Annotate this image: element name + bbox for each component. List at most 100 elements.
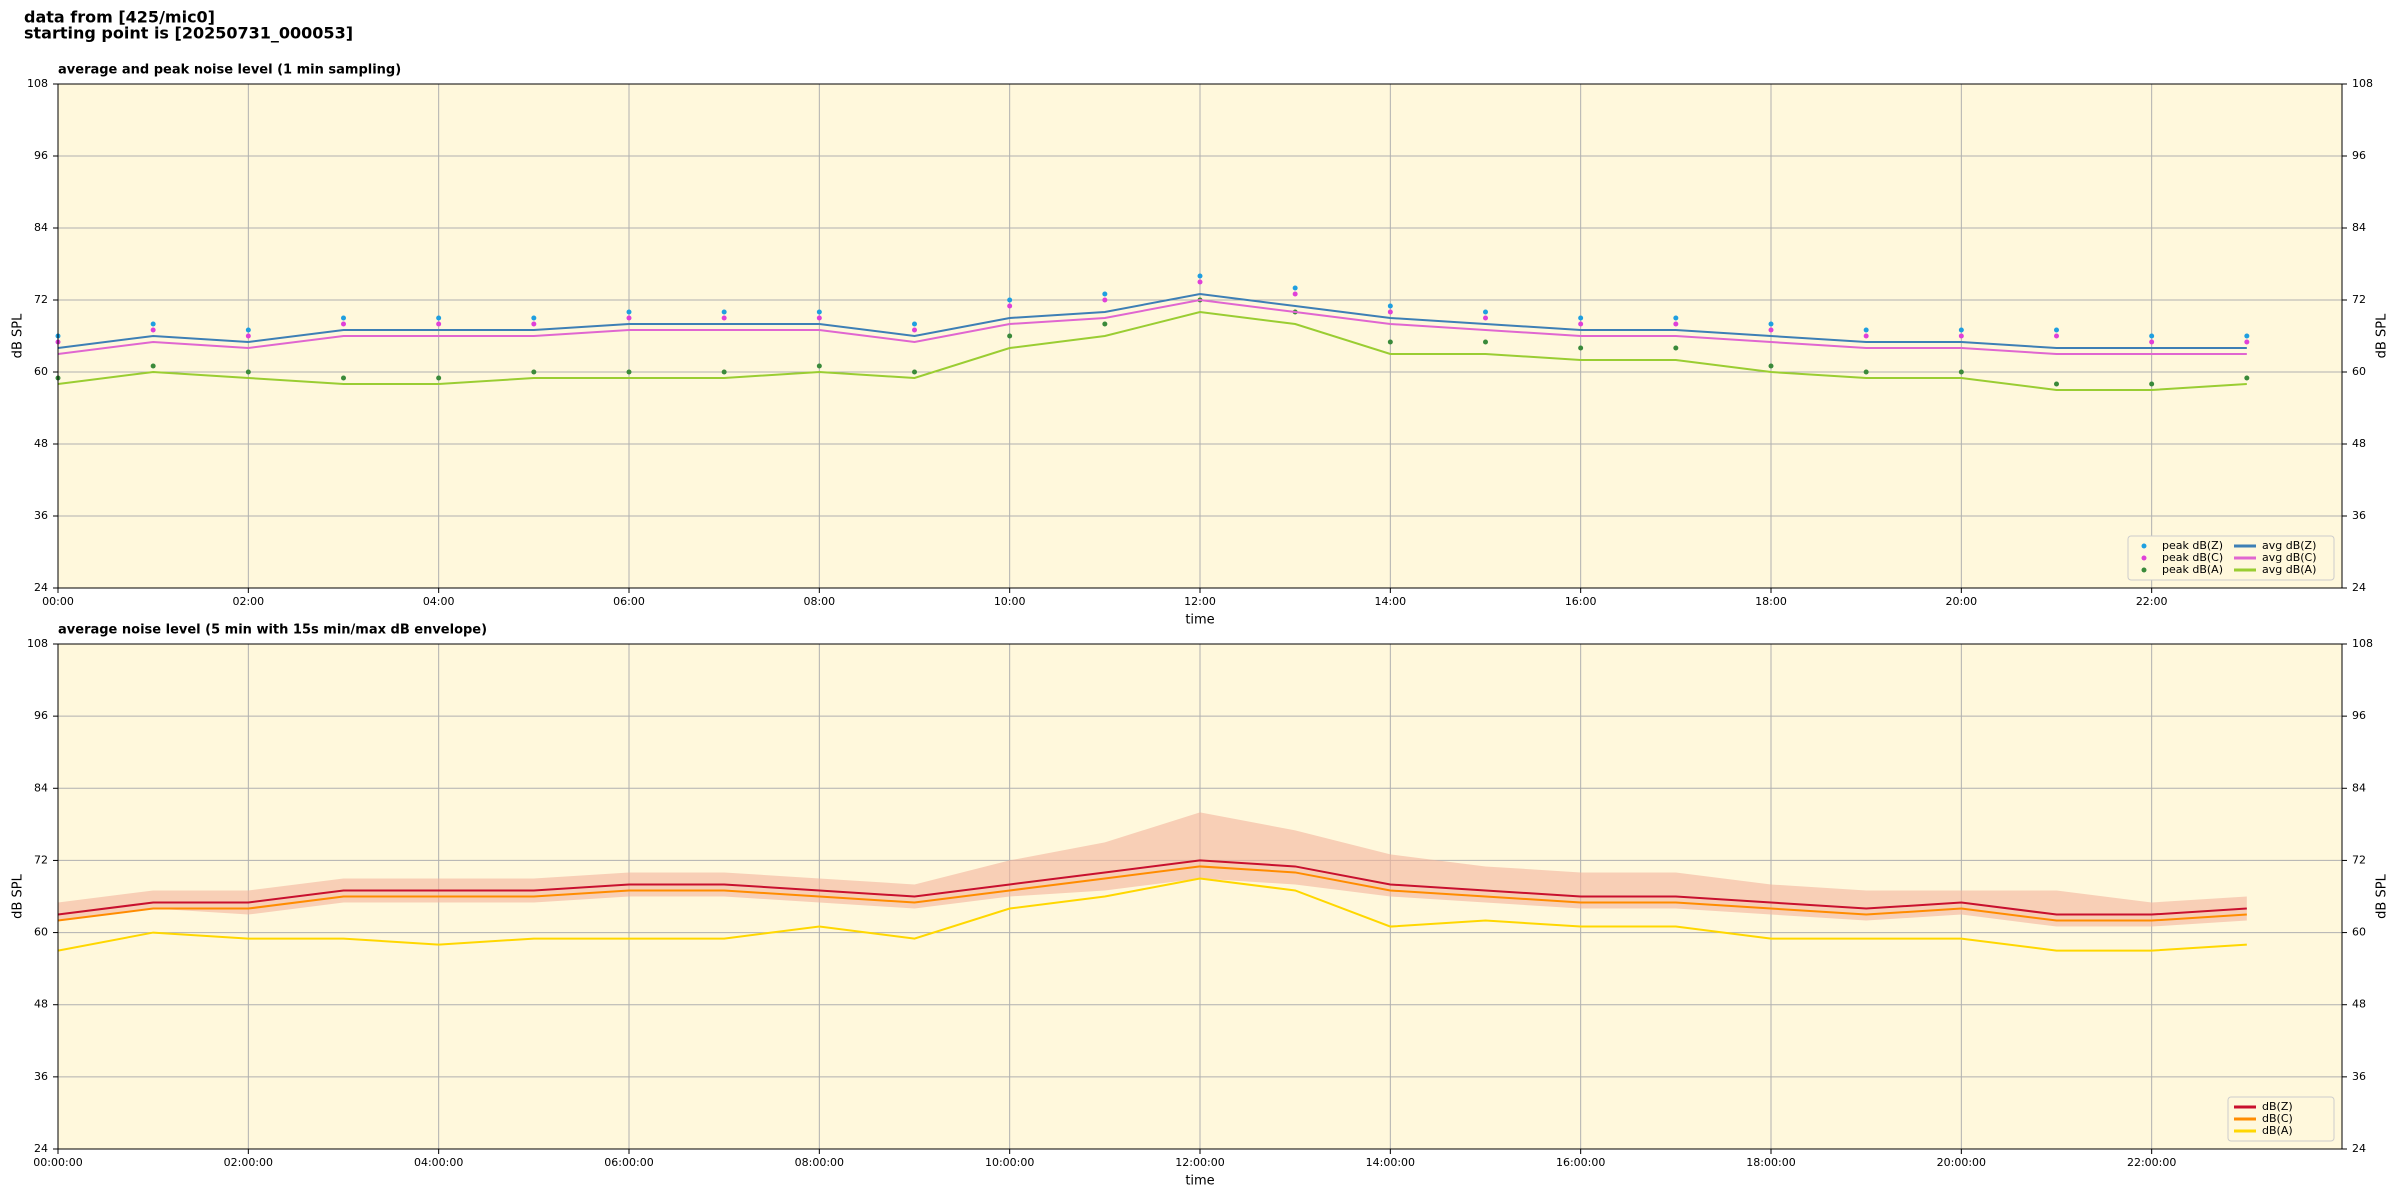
- point: [1197, 273, 1203, 279]
- y-tick-label: 96: [34, 709, 48, 722]
- point: [2244, 333, 2250, 339]
- y-tick-label: 48: [2352, 437, 2366, 450]
- point: [912, 321, 917, 327]
- point: [2149, 333, 2155, 339]
- point: [1387, 303, 1393, 309]
- legend-label: dB(C): [2262, 1112, 2293, 1125]
- legend-label: peak dB(A): [2162, 563, 2223, 576]
- y-tick-label: 48: [34, 998, 48, 1011]
- y-tick-label: 72: [34, 853, 48, 866]
- point: [2054, 381, 2059, 387]
- point: [816, 315, 822, 321]
- point: [436, 321, 442, 327]
- x-tick-label: 02:00:00: [224, 1156, 273, 1169]
- point: [1292, 285, 1298, 291]
- x-tick-label: 18:00: [1755, 595, 1787, 608]
- y-tick-label: 96: [2352, 709, 2366, 722]
- y-tick-label: 36: [2352, 509, 2366, 522]
- y-tick-label: 24: [2352, 1142, 2366, 1155]
- point: [1768, 363, 1774, 369]
- legend-label: dB(Z): [2262, 1100, 2293, 1113]
- y-tick-label: 96: [2352, 149, 2366, 162]
- point: [1578, 345, 1584, 351]
- point: [1863, 369, 1869, 375]
- y-tick-label: 72: [34, 293, 48, 306]
- x-axis-label: time: [1185, 1174, 1214, 1189]
- y-tick-label: 96: [34, 149, 48, 162]
- y-tick-label: 60: [34, 926, 48, 939]
- point: [721, 309, 727, 315]
- legend-marker: [2141, 543, 2147, 549]
- point: [2244, 375, 2250, 381]
- point: [245, 369, 251, 375]
- point: [1102, 297, 1108, 303]
- point: [912, 369, 917, 375]
- x-tick-label: 00:00: [42, 595, 74, 608]
- point: [2149, 339, 2155, 345]
- point: [1007, 297, 1013, 303]
- x-tick-label: 14:00: [1374, 595, 1406, 608]
- line: [57, 292, 2247, 349]
- point: [1483, 339, 1488, 345]
- point: [626, 369, 632, 375]
- y-tick-label: 108: [27, 637, 48, 650]
- point: [1197, 279, 1203, 285]
- point: [150, 363, 156, 369]
- point: [531, 315, 537, 321]
- chart-title: average and peak noise level (1 min samp…: [58, 63, 401, 78]
- x-tick-label: 06:00: [613, 595, 645, 608]
- point: [1292, 291, 1298, 297]
- point: [1102, 291, 1108, 297]
- y-tick-label: 36: [2352, 1070, 2366, 1083]
- x-tick-label: 20:00: [1945, 595, 1977, 608]
- point: [626, 309, 632, 315]
- x-tick-label: 08:00: [803, 595, 835, 608]
- point: [1673, 345, 1679, 351]
- x-tick-label: 14:00:00: [1366, 1156, 1415, 1169]
- point: [1673, 321, 1679, 327]
- point: [245, 333, 251, 339]
- point: [341, 375, 346, 381]
- point: [2054, 333, 2059, 339]
- point: [1863, 327, 1869, 333]
- point: [531, 321, 537, 327]
- y-tick-label: 24: [34, 1142, 48, 1155]
- legend-label: avg dB(C): [2262, 551, 2317, 564]
- line: [57, 877, 2247, 952]
- legend-label: avg dB(Z): [2262, 539, 2316, 552]
- y-tick-label: 108: [2352, 77, 2373, 90]
- point: [245, 327, 251, 333]
- y-tick-label: 36: [34, 509, 48, 522]
- point: [1007, 333, 1013, 339]
- y-tick-label: 84: [2352, 221, 2366, 234]
- chart-title: average noise level (5 min with 15s min/…: [58, 623, 487, 638]
- line: [57, 298, 2247, 355]
- point: [531, 369, 537, 375]
- x-tick-label: 16:00:00: [1556, 1156, 1605, 1169]
- x-tick-label: 10:00: [994, 595, 1026, 608]
- y-tick-label: 48: [2352, 998, 2366, 1011]
- x-tick-label: 22:00: [2136, 595, 2168, 608]
- y-tick-label: 60: [34, 365, 48, 378]
- y-tick-label: 36: [34, 1070, 48, 1083]
- line: [57, 865, 2247, 922]
- point: [1387, 309, 1393, 315]
- x-tick-label: 00:00:00: [33, 1156, 82, 1169]
- point: [626, 315, 632, 321]
- y-tick-label: 60: [2352, 365, 2366, 378]
- x-tick-label: 22:00:00: [2127, 1156, 2176, 1169]
- x-tick-label: 18:00:00: [1746, 1156, 1795, 1169]
- point: [436, 315, 442, 321]
- plot-frame: [57, 643, 2343, 1150]
- legend-marker: [2141, 555, 2147, 561]
- point: [816, 309, 822, 315]
- point: [2149, 381, 2155, 387]
- x-tick-label: 06:00:00: [604, 1156, 653, 1169]
- point: [912, 327, 917, 333]
- point: [721, 369, 727, 375]
- y-tick-label: 72: [2352, 853, 2366, 866]
- plot-frame: [57, 83, 2343, 589]
- legend-marker: [2141, 567, 2147, 573]
- point: [1673, 315, 1679, 321]
- point: [1102, 321, 1108, 327]
